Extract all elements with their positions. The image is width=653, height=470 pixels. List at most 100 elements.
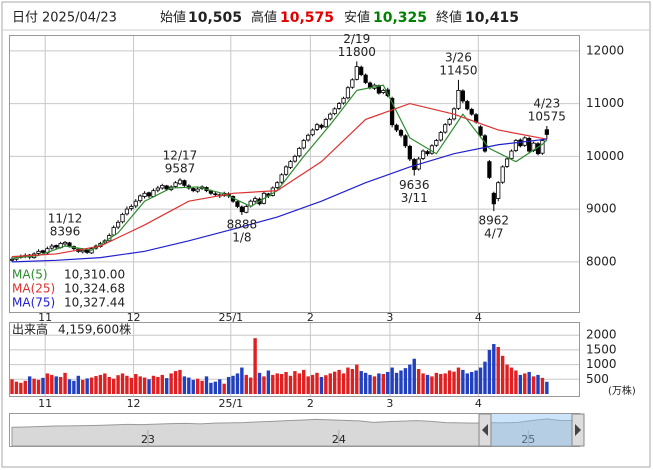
volume-bar: [165, 378, 169, 394]
candle-body: [314, 124, 320, 130]
volume-bar: [200, 380, 204, 394]
open-label: 始値: [160, 10, 186, 26]
candle-body: [381, 90, 386, 93]
candle-body: [412, 159, 417, 170]
annotation-value: 10575: [528, 110, 566, 124]
volume-bar: [257, 372, 262, 394]
volume-bar: [421, 373, 425, 394]
annotation-value: 11450: [439, 63, 477, 77]
y-tick-label: 2000: [586, 328, 617, 342]
volume-bar: [408, 364, 412, 394]
volume-bar: [169, 373, 173, 394]
volume-bar: [403, 368, 408, 394]
volume-bar: [151, 375, 156, 394]
candle-body: [235, 201, 240, 207]
candle-body: [460, 90, 465, 102]
candle-body: [195, 188, 200, 192]
candle-body: [443, 124, 448, 133]
volume-bar: [478, 367, 483, 394]
date-label: 日付: [12, 11, 38, 26]
volume-bar: [540, 377, 545, 394]
candle-body: [434, 140, 439, 146]
volume-bar: [85, 378, 89, 394]
volume-bar: [41, 377, 45, 394]
candle-body: [40, 250, 46, 253]
volume-bar: [262, 376, 266, 394]
candle-body: [62, 241, 68, 245]
ma-line: [11, 138, 547, 263]
volume-bar: [390, 367, 394, 394]
legend-value: 10,324.68: [64, 282, 125, 296]
date: 2025/04/23: [42, 11, 117, 26]
candle-body: [301, 140, 306, 149]
y-tick-label: 500: [586, 372, 609, 386]
high: 10,575: [280, 10, 334, 26]
x-tick-label: 2: [307, 397, 314, 410]
volume-bar: [107, 376, 111, 394]
x-tick-label: 25/1: [218, 311, 243, 324]
volume-bar: [244, 374, 248, 394]
volume-bar: [54, 376, 58, 394]
volume-bar: [523, 373, 527, 394]
candle-body: [447, 119, 452, 125]
candle-body: [350, 79, 355, 88]
open: 10,505: [188, 10, 242, 26]
annotation-date: 4/7: [484, 227, 503, 241]
volume-bar: [45, 373, 50, 394]
legend-name: MA(5): [12, 268, 48, 282]
volume-bar: [14, 381, 19, 394]
candle-body: [213, 193, 218, 196]
volume-bar: [310, 374, 315, 394]
volume-bar: [116, 375, 120, 394]
volume-bar: [332, 371, 337, 394]
annotation-value: 8962: [479, 214, 510, 228]
volume-bar: [363, 372, 368, 394]
volume-bar: [443, 373, 447, 394]
volume-bar: [483, 361, 487, 394]
x-tick-label: 3: [386, 397, 393, 410]
volume-bar: [412, 358, 416, 394]
volume-bar: [226, 376, 231, 394]
volume-bar: [271, 374, 275, 394]
candle-body: [160, 184, 165, 189]
volume-bar: [359, 371, 363, 394]
annotation-date: 12/17: [163, 149, 198, 163]
volume-bar: [222, 383, 226, 394]
annotation-value: 9636: [399, 178, 430, 192]
y-tick-label: 8000: [586, 254, 617, 268]
candle-body: [438, 132, 443, 141]
volume-bar: [240, 367, 244, 394]
candle-body: [133, 200, 138, 207]
candle-body: [544, 129, 549, 135]
volume-bar: [125, 375, 129, 394]
candle-body: [129, 206, 134, 209]
volume-bar: [218, 379, 222, 394]
candle-body: [239, 206, 244, 213]
volume-bar: [98, 374, 103, 394]
x-tick-label: 25/1: [218, 397, 243, 410]
volume-bar: [434, 372, 439, 394]
volume-bar: [36, 379, 41, 394]
x-tick-label: 4: [475, 311, 482, 324]
x-tick-label: 12: [127, 397, 141, 410]
candle-body: [191, 188, 196, 192]
ma-line: [11, 102, 547, 258]
y-tick-label: 11000: [586, 96, 624, 110]
volume-bar: [500, 355, 505, 394]
volume-bar: [514, 370, 518, 394]
volume-bar: [138, 376, 142, 394]
annotation-value: 8888: [227, 218, 258, 232]
volume-bar: [492, 344, 496, 394]
volume-bar: [209, 382, 213, 394]
candle-body: [328, 113, 333, 120]
navigator-selection[interactable]: [491, 414, 573, 446]
candle-body: [345, 87, 351, 99]
volume-bar: [27, 376, 32, 394]
candle-body: [390, 97, 395, 126]
volume-bar: [147, 379, 151, 394]
volume-bar: [231, 375, 235, 394]
volume-bar: [527, 371, 531, 394]
volume-bar: [94, 376, 98, 394]
volume-bar: [275, 373, 279, 394]
candle-body: [487, 161, 492, 178]
